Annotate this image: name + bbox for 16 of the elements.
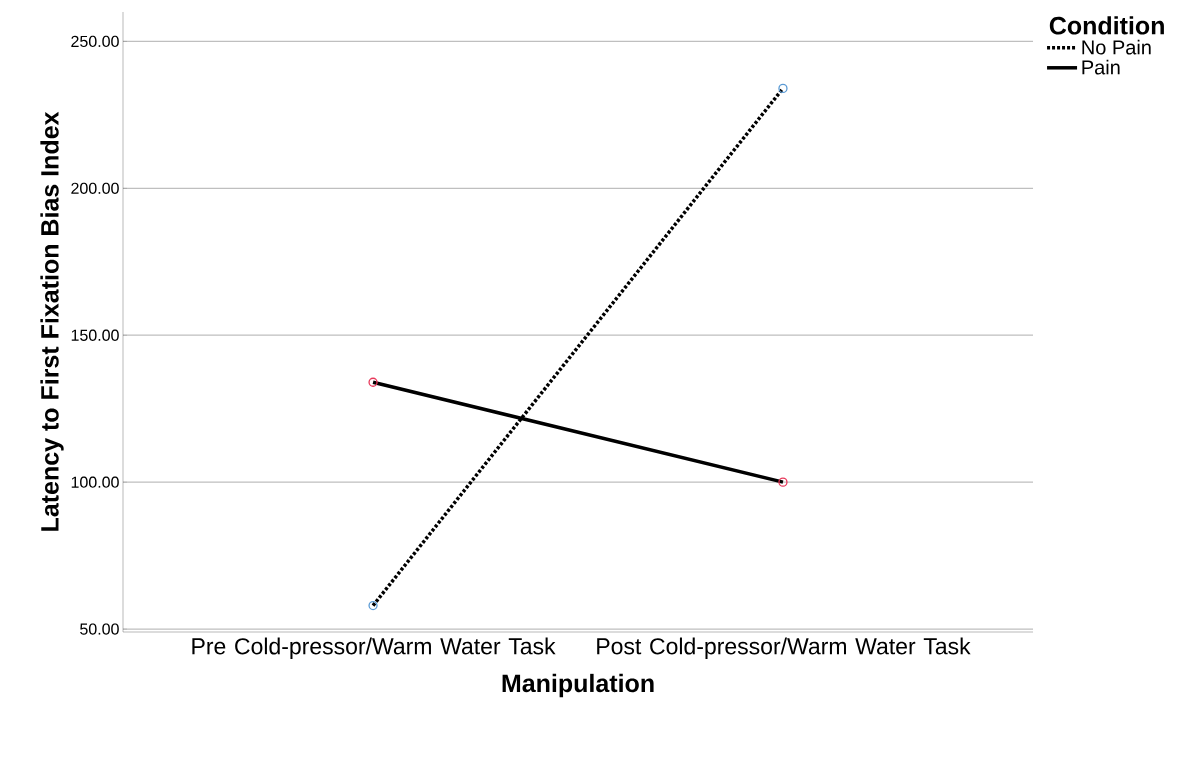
y-tick-label: 150.00 [71,329,119,341]
legend-label: Pain [1082,59,1120,75]
x-axis-title: Manipulation [502,673,654,698]
y-tick-label: 50.00 [80,623,119,635]
x-tick-label: Pre Cold-pressor/Warm Water Task [192,637,556,659]
y-tick-label: 200.00 [71,182,119,194]
point [368,377,378,387]
point [778,477,788,487]
x-tick-label: Post Cold-pressor/Warm Water Task [597,637,971,659]
legend-title: Condition [1049,16,1164,35]
y-tick-label: 100.00 [71,476,119,488]
point [368,600,378,611]
legend-label: No Pain [1082,39,1151,55]
point [778,83,788,94]
y-axis-title: Latency to First Fixation Bias Index [40,111,64,531]
y-tick-label: 250.00 [71,35,119,48]
